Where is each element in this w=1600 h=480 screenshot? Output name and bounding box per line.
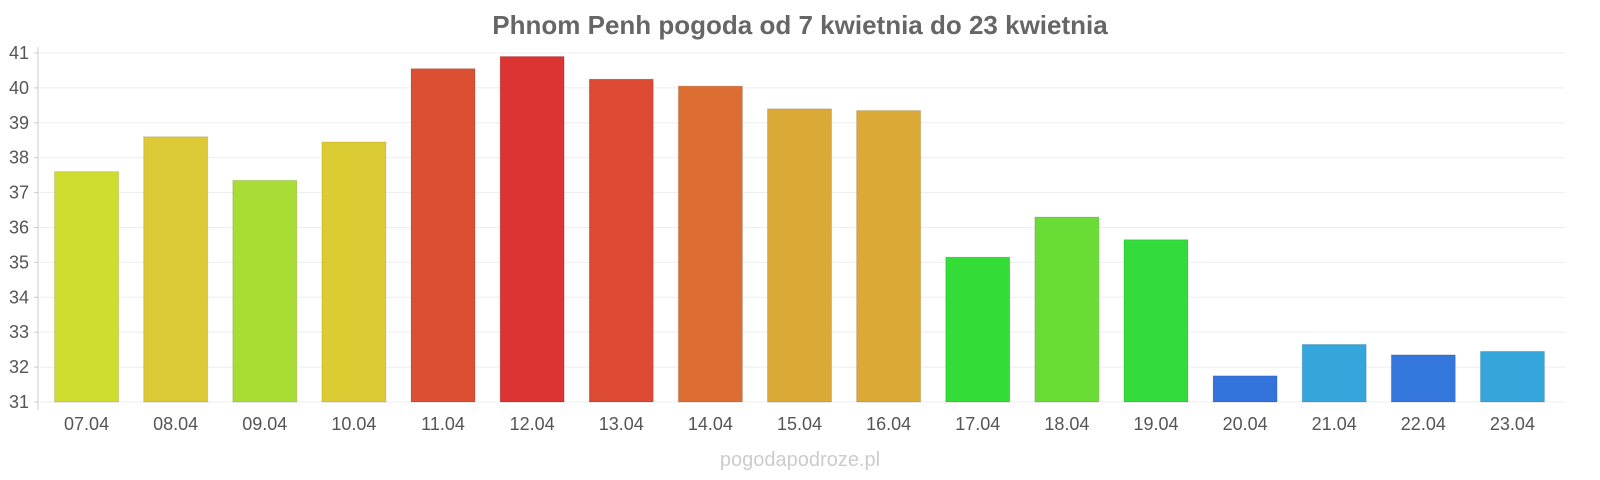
bar-13.04[interactable] [588, 78, 654, 403]
y-tick-label: 41 [9, 43, 29, 63]
y-tick-label: 38 [9, 148, 29, 168]
bar-19.04[interactable] [1123, 239, 1189, 403]
x-tick-label: 17.04 [955, 414, 1000, 434]
bar-18.04[interactable] [1034, 216, 1100, 403]
y-tick-label: 32 [9, 357, 29, 377]
x-tick-label: 19.04 [1133, 414, 1178, 434]
bars [54, 55, 1545, 403]
bar-08.04[interactable] [143, 136, 209, 403]
bar-15.04[interactable] [767, 108, 832, 403]
site-credit[interactable]: pogodapodroze.pl [719, 449, 881, 471]
bar-22.04[interactable] [1390, 354, 1456, 403]
x-tick-label: 07.04 [64, 414, 109, 434]
x-tick-label: 10.04 [331, 414, 376, 434]
bar-14.04[interactable] [677, 85, 743, 403]
x-tick-label: 23.04 [1490, 414, 1535, 434]
bar-10.04[interactable] [321, 141, 387, 403]
y-axis-ticks: 31 32 33 34 35 36 37 38 39 40 41 [9, 43, 38, 412]
x-tick-label: 21.04 [1312, 414, 1357, 434]
bar-09.04[interactable] [232, 179, 298, 403]
x-tick-label: 22.04 [1401, 414, 1446, 434]
x-axis-ticks: 07.04 08.04 09.04 10.04 11.04 12.04 13.04 14.04… [64, 414, 1535, 434]
y-tick-label: 40 [9, 78, 29, 98]
y-tick-label: 34 [9, 287, 29, 307]
x-tick-label: 12.04 [510, 414, 555, 434]
bar-16.04[interactable] [856, 110, 922, 403]
bar-12.04[interactable] [499, 55, 565, 403]
y-tick-label: 33 [9, 322, 29, 342]
x-tick-label: 09.04 [242, 414, 287, 434]
y-tick-label: 39 [9, 113, 29, 133]
x-tick-label: 18.04 [1044, 414, 1089, 434]
chart-title: Phnom Penh pogoda od 7 kwietnia do 23 kw… [492, 10, 1108, 40]
x-tick-label: 15.04 [777, 414, 822, 434]
bar-17.04[interactable] [945, 256, 1011, 403]
bar-20.04[interactable] [1212, 375, 1278, 403]
bar-11.04[interactable] [410, 68, 476, 403]
x-tick-label: 08.04 [153, 414, 198, 434]
bar-21.04[interactable] [1301, 343, 1367, 403]
y-tick-label: 35 [9, 252, 29, 272]
x-tick-label: 14.04 [688, 414, 733, 434]
y-tick-label: 37 [9, 183, 29, 203]
bar-07.04[interactable] [54, 171, 120, 403]
x-tick-label: 11.04 [421, 414, 465, 434]
x-tick-label: 13.04 [599, 414, 644, 434]
y-tick-label: 36 [9, 218, 29, 238]
bar-23.04[interactable] [1479, 350, 1545, 403]
x-tick-label: 20.04 [1223, 414, 1268, 434]
x-tick-label: 16.04 [866, 414, 911, 434]
y-tick-label: 31 [9, 392, 29, 412]
